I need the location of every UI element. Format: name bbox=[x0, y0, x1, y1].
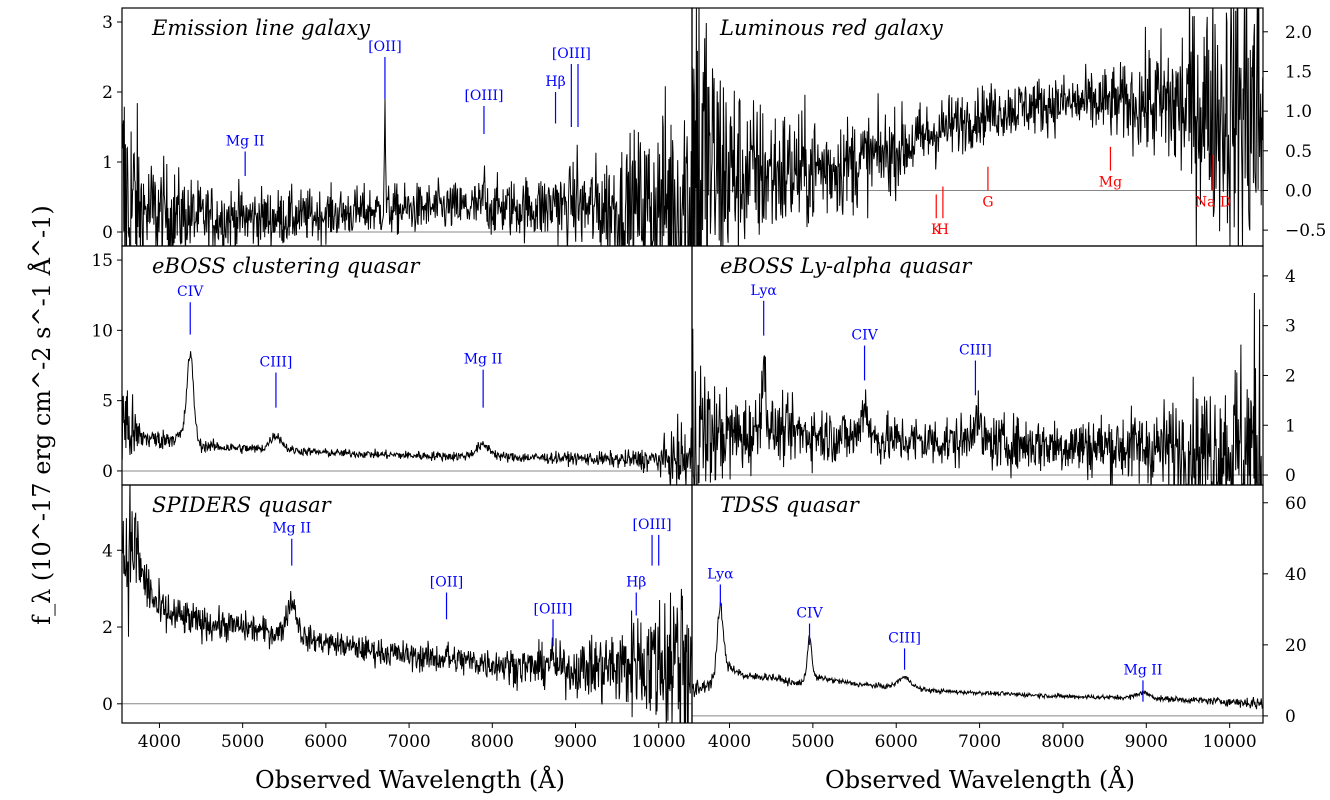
y-axis-label: f_λ (10^-17 erg cm^-2 s^-1 Å^-1) bbox=[27, 205, 56, 625]
xtick-label: 9000 bbox=[554, 732, 597, 752]
xtick-label: 5000 bbox=[221, 732, 264, 752]
line-label: Hβ bbox=[626, 574, 646, 590]
line-label: Lyα bbox=[707, 566, 734, 582]
line-label: [OII] bbox=[430, 574, 463, 590]
panel-4: Lyα CIV CIII] eBOSS Ly-alpha quasar 0 1 2 3 4 bbox=[691, 245, 1296, 486]
ytick-label: 0 bbox=[102, 462, 113, 482]
xtick-label: 6000 bbox=[875, 732, 918, 752]
line-label: CIV bbox=[177, 284, 204, 300]
xtick-label: 7000 bbox=[387, 732, 430, 752]
line-label: Mg bbox=[1099, 175, 1122, 191]
line-label: CIII] bbox=[260, 355, 293, 371]
spectrum-line bbox=[122, 485, 692, 723]
xtick-label: 9000 bbox=[1125, 732, 1168, 752]
ytick-label: 3 bbox=[102, 13, 113, 33]
line-label: Mg II bbox=[1124, 662, 1163, 678]
panel-3: CIV CIII] Mg II eBOSS clustering quasar 0 5 10… bbox=[91, 245, 693, 486]
panel-title: SPIDERS quasar bbox=[152, 493, 333, 517]
line-label: Mg II bbox=[272, 521, 311, 537]
ytick-label: 4 bbox=[102, 541, 113, 561]
x-axis-label-right: Observed Wavelength (Å) bbox=[825, 765, 1135, 794]
ytick-label: 0 bbox=[1285, 466, 1296, 486]
ytick-label: 4 bbox=[1285, 267, 1296, 287]
line-label: [OIII] bbox=[534, 601, 573, 617]
line-label: Hβ bbox=[545, 74, 565, 90]
xtick-label: 7000 bbox=[958, 732, 1001, 752]
panel-title: Emission line galaxy bbox=[151, 16, 371, 40]
xtick-label: 5000 bbox=[791, 732, 834, 752]
line-label: CIII] bbox=[888, 630, 921, 646]
line-label: CIV bbox=[851, 328, 878, 344]
ytick-label: 5 bbox=[102, 392, 113, 412]
panel-title: TDSS quasar bbox=[720, 493, 861, 517]
spectrum-line bbox=[692, 8, 1263, 246]
panel-6: Lyα CIV CIII] Mg II TDSS quasar 0 20 40 60 4000 50… bbox=[691, 484, 1307, 752]
spectrum-line bbox=[692, 602, 1263, 710]
line-label: Lyα bbox=[750, 283, 777, 299]
panel-5: Mg II [OII] [OIII] Hβ [OIII] SPIDERS quasar 0 2… bbox=[102, 484, 693, 752]
ytick-label: 1 bbox=[1285, 416, 1296, 436]
line-label: K bbox=[931, 222, 942, 238]
ytick-label: 60 bbox=[1285, 494, 1307, 514]
ytick-label: 40 bbox=[1285, 565, 1307, 585]
panel-title: eBOSS Ly-alpha quasar bbox=[720, 254, 973, 278]
xtick-label: 8000 bbox=[471, 732, 514, 752]
ytick-label: 1.0 bbox=[1285, 102, 1312, 122]
line-label: Mg II bbox=[464, 352, 503, 368]
spectrum-line bbox=[122, 351, 692, 485]
ytick-label: 20 bbox=[1285, 636, 1307, 656]
line-label: Na D bbox=[1195, 194, 1231, 210]
ytick-label: −0.5 bbox=[1285, 221, 1326, 241]
spectrum-line bbox=[122, 86, 692, 246]
xtick-label: 8000 bbox=[1041, 732, 1084, 752]
panel-frame bbox=[121, 484, 693, 724]
ytick-label: 2 bbox=[1285, 366, 1296, 386]
line-label: CIV bbox=[796, 606, 823, 622]
ytick-label: 2 bbox=[102, 83, 113, 103]
line-label: CIII] bbox=[959, 343, 992, 359]
line-label: H bbox=[937, 222, 949, 238]
line-label: [OII] bbox=[368, 39, 401, 55]
line-label: [OIII] bbox=[552, 46, 591, 62]
line-label: Mg II bbox=[226, 134, 265, 150]
ytick-label: 2 bbox=[102, 618, 113, 638]
xtick-label: 10000 bbox=[632, 732, 686, 752]
ytick-label: 0.0 bbox=[1285, 181, 1312, 201]
spectrum-line bbox=[692, 292, 1263, 485]
line-label: [OIII] bbox=[464, 88, 503, 104]
ytick-label: 0 bbox=[102, 223, 113, 243]
line-label: G bbox=[982, 194, 993, 210]
line-label: [OIII] bbox=[633, 517, 672, 533]
xtick-label: 10000 bbox=[1203, 732, 1257, 752]
panel-frame bbox=[691, 484, 1264, 724]
panel-2: KH G Mg Na D Luminous red galaxy −0.5 0.0 0.5 1.… bbox=[691, 7, 1326, 247]
xtick-label: 4000 bbox=[708, 732, 751, 752]
panel-title: eBOSS clustering quasar bbox=[152, 254, 421, 278]
ytick-label: 2.0 bbox=[1285, 23, 1312, 43]
ytick-label: 0 bbox=[1285, 707, 1296, 727]
x-axis-label-left: Observed Wavelength (Å) bbox=[255, 765, 565, 794]
ytick-label: 1.5 bbox=[1285, 62, 1312, 82]
panel-title: Luminous red galaxy bbox=[719, 16, 944, 40]
ytick-label: 10 bbox=[91, 321, 113, 341]
ytick-label: 0 bbox=[102, 695, 113, 715]
ytick-label: 1 bbox=[102, 153, 113, 173]
ytick-label: 3 bbox=[1285, 317, 1296, 337]
xtick-label: 6000 bbox=[304, 732, 347, 752]
ytick-label: 0.5 bbox=[1285, 142, 1312, 162]
xtick-label: 4000 bbox=[138, 732, 181, 752]
ytick-label: 15 bbox=[91, 251, 113, 271]
